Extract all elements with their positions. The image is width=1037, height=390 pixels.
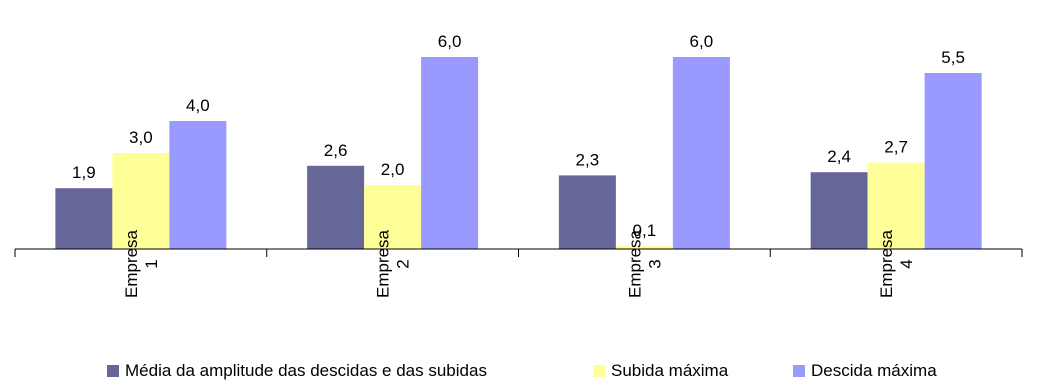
data-label-2-series-1: 2,6 <box>324 141 348 160</box>
bar-1-series-2 <box>112 153 170 249</box>
category-label-3: Empresa 3 <box>625 229 664 298</box>
bar-2-series-1 <box>307 165 365 249</box>
bar-2-series-2 <box>364 185 422 249</box>
category-label-4: Empresa 4 <box>877 229 916 298</box>
bar-4-series-2 <box>867 162 925 249</box>
legend-item-1: Média da amplitude das descidas e das su… <box>107 361 487 380</box>
bar-1-series-3 <box>169 121 227 249</box>
legend-swatch <box>593 365 605 377</box>
category-label-line: 3 <box>645 259 664 268</box>
data-label-3-series-3: 6,0 <box>690 32 714 51</box>
category-label-line: Empresa <box>374 229 393 298</box>
legend-item-2: Subida máxima <box>593 361 729 380</box>
bar-1-series-1 <box>55 188 113 249</box>
category-label-line: Empresa <box>625 229 644 298</box>
category-label-line: Empresa <box>122 229 141 298</box>
x-axis <box>14 248 1023 257</box>
data-label-3-series-1: 2,3 <box>576 150 600 169</box>
data-label-2-series-2: 2,0 <box>381 160 405 179</box>
category-label-1: Empresa 1 <box>122 229 161 298</box>
category-label-line: 1 <box>142 259 161 268</box>
legend-item-3: Descida máxima <box>793 361 937 380</box>
bar-4-series-3 <box>924 73 982 249</box>
legend-swatch <box>793 365 805 377</box>
category-label-line: 4 <box>897 259 916 268</box>
bar-2-series-3 <box>421 57 479 249</box>
bar-4-series-1 <box>810 172 868 249</box>
value-labels-layer: 1,9 3,0 4,0 2,6 2,0 6,0 2,3 0,1 6,0 2,4 2,7 5,5 <box>72 32 965 240</box>
data-label-4-series-3: 5,5 <box>941 48 965 67</box>
bar-3-series-3 <box>672 57 730 249</box>
legend-swatch <box>107 365 119 377</box>
category-labels-layer: Empresa 1 Empresa 2 Empresa 3 Empresa 4 <box>122 229 916 298</box>
category-label-line: 2 <box>394 259 413 268</box>
category-label-line: Empresa <box>877 229 896 298</box>
bar-3-series-1 <box>558 175 616 249</box>
data-label-2-series-3: 6,0 <box>438 32 462 51</box>
data-label-3-series-2: 0,1 <box>633 221 657 240</box>
data-label-1-series-2: 3,0 <box>129 128 153 147</box>
data-label-4-series-2: 2,7 <box>884 138 908 157</box>
legend-label: Descida máxima <box>811 361 937 380</box>
bar-3-series-2 <box>615 245 673 249</box>
data-label-1-series-1: 1,9 <box>72 163 96 182</box>
legend-label: Subida máxima <box>611 361 729 380</box>
data-label-4-series-1: 2,4 <box>827 147 851 166</box>
legend: Média da amplitude das descidas e das su… <box>107 361 937 380</box>
legend-label: Média da amplitude das descidas e das su… <box>125 361 487 380</box>
bars-layer <box>55 57 982 249</box>
category-label-2: Empresa 2 <box>374 229 413 298</box>
data-label-1-series-3: 4,0 <box>186 96 210 115</box>
